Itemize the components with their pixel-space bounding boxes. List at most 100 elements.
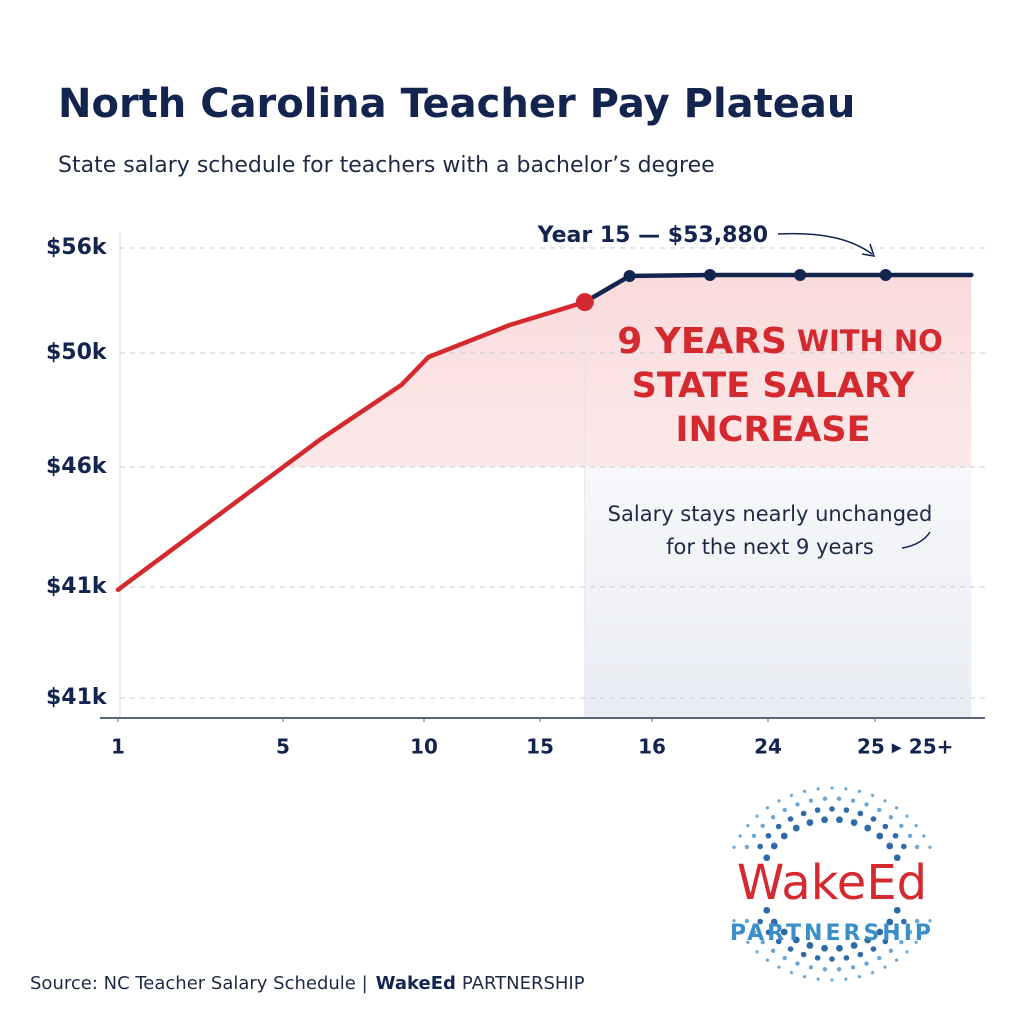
logo-dot <box>760 823 765 829</box>
logo-name: WakeEd <box>737 855 927 911</box>
logo-dot <box>821 944 828 952</box>
logo-dot <box>899 823 904 829</box>
logo-dot <box>806 819 814 826</box>
logo-dot <box>780 928 788 936</box>
logo-dot <box>857 951 864 958</box>
highlight-point <box>575 293 594 312</box>
logo-dot <box>765 929 772 936</box>
logo-dot <box>800 951 807 958</box>
logo-dot <box>892 832 899 839</box>
y-tick-label: $41k <box>46 685 108 710</box>
logo-tagline: PARTNERSHIP <box>730 921 934 946</box>
logo-dot <box>765 806 770 810</box>
source-text: Source: NC Teacher Salary Schedule | <box>30 973 368 994</box>
logo-dot <box>744 844 750 850</box>
logo-dot <box>787 946 794 952</box>
logo-dot <box>870 946 877 952</box>
logo-dot <box>857 789 862 793</box>
logo-dot <box>755 950 759 954</box>
logo-dot <box>795 961 800 966</box>
logo-dot <box>821 816 828 824</box>
logo-dot <box>907 929 913 935</box>
logo-dot <box>763 854 771 862</box>
logo-dot <box>914 918 920 924</box>
logo-dot <box>777 799 781 803</box>
logo-dot <box>760 939 765 945</box>
arrow-head <box>861 243 876 257</box>
logo-dot <box>864 961 869 966</box>
logo-dot <box>816 787 820 791</box>
logo-dot <box>876 832 884 840</box>
logo-dot <box>886 842 894 850</box>
logo-dot <box>893 854 901 862</box>
logo-dot <box>808 798 814 803</box>
logo-dot <box>792 936 800 944</box>
x-tick-label: 15 <box>526 735 554 759</box>
logo-dot <box>836 816 843 824</box>
logo-dot <box>787 816 794 822</box>
logo-dot <box>770 948 776 954</box>
logo-dot <box>850 819 858 826</box>
logo-dot <box>870 816 877 822</box>
logo-dot <box>877 807 882 813</box>
background-layer <box>118 274 972 718</box>
logo-dot <box>744 918 750 924</box>
y-tick-label: $41k <box>46 574 108 599</box>
y-tick-label: $56k <box>46 235 108 260</box>
logo-dot <box>882 938 889 945</box>
logo-dot <box>830 786 834 790</box>
logo-dot <box>816 977 820 981</box>
logo-dot <box>738 930 742 934</box>
point-marker <box>879 268 892 281</box>
logo-dot <box>907 833 913 839</box>
logo-dot <box>814 807 821 813</box>
y-tick-label: $50k <box>46 340 108 365</box>
point-marker <box>794 268 807 281</box>
x-tick-label: 1 <box>111 735 125 759</box>
logo-dot <box>780 832 788 840</box>
logo-dot <box>789 793 794 797</box>
pink-area <box>118 274 972 467</box>
logo-dot <box>876 928 884 936</box>
logo-dot <box>843 955 850 961</box>
logo-dot <box>883 799 887 803</box>
logo-dot <box>757 918 763 925</box>
logo-dot <box>751 929 757 935</box>
logo-dot <box>844 787 848 791</box>
logo-dot <box>738 834 742 838</box>
logo-dot <box>914 844 920 850</box>
logo-dot <box>901 843 907 850</box>
logo-dot <box>830 978 834 982</box>
logo-dot <box>850 965 856 970</box>
logo-dot <box>775 938 782 945</box>
logo-dot <box>800 810 807 817</box>
logo-dot <box>802 975 807 979</box>
logo-dot <box>864 824 872 832</box>
logo-dot <box>829 956 835 962</box>
logo-dot <box>893 906 901 914</box>
logo-dot <box>928 845 932 849</box>
logo-dot <box>850 942 858 949</box>
logo-dot <box>751 833 757 839</box>
logo-dot <box>922 930 926 934</box>
source-brand: WakeEd <box>376 973 456 994</box>
logo-dot <box>922 834 926 838</box>
logo-dot <box>899 939 904 945</box>
x-tick-label: 24 <box>754 735 782 759</box>
logo-dot <box>870 971 875 975</box>
logo-dot <box>888 814 894 820</box>
logo-dot <box>888 948 894 954</box>
logo-dot <box>770 814 776 820</box>
logo-dot <box>905 814 909 818</box>
source: Source: NC Teacher Salary Schedule | Wake… <box>30 973 585 994</box>
logo-dot <box>808 965 814 970</box>
logo-dot <box>782 807 787 813</box>
logo-dot <box>782 955 787 961</box>
note-arrow <box>901 531 931 549</box>
callout: 9 YEARS WITH NO <box>617 321 943 362</box>
x-tick-label: 5 <box>276 735 290 759</box>
logo-dot <box>757 843 763 850</box>
logo-dot <box>746 940 750 945</box>
logo-dot <box>857 810 864 817</box>
